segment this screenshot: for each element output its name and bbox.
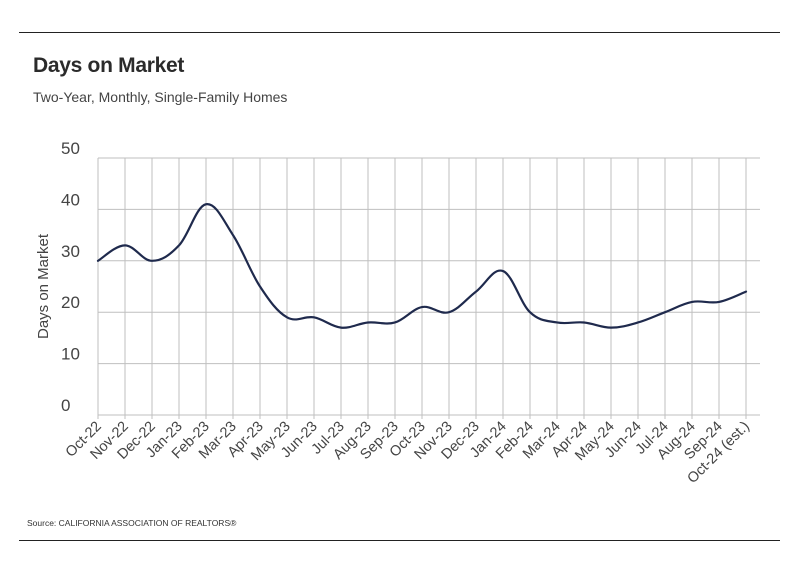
data-point (367, 321, 369, 323)
data-point (610, 326, 612, 328)
y-tick-label: 10 (61, 345, 80, 364)
y-tick-label: 20 (61, 293, 80, 312)
data-point (637, 321, 639, 323)
data-point (97, 260, 99, 262)
bottom-rule (19, 540, 780, 541)
data-point (394, 321, 396, 323)
top-rule (19, 32, 780, 33)
data-point (286, 316, 288, 318)
data-point (475, 290, 477, 292)
data-point (205, 203, 207, 205)
data-point (691, 301, 693, 303)
data-point (556, 321, 558, 323)
source-note: Source: CALIFORNIA ASSOCIATION OF REALTO… (27, 518, 237, 528)
data-point (178, 244, 180, 246)
data-point (340, 326, 342, 328)
chart-subtitle: Two-Year, Monthly, Single-Family Homes (33, 89, 288, 105)
data-point (421, 306, 423, 308)
chart-title: Days on Market (33, 54, 185, 77)
y-axis-label: Days on Market (35, 233, 52, 339)
data-point (232, 234, 234, 236)
y-tick-label: 30 (61, 242, 80, 261)
data-point (259, 285, 261, 287)
data-point (583, 321, 585, 323)
data-point (313, 316, 315, 318)
data-point (151, 260, 153, 262)
data-point (448, 311, 450, 313)
data-point (502, 270, 504, 272)
y-tick-label: 0 (61, 396, 70, 415)
data-point (664, 311, 666, 313)
y-tick-label: 50 (61, 139, 80, 158)
data-point (718, 301, 720, 303)
data-point (745, 290, 747, 292)
y-tick-label: 40 (61, 190, 80, 209)
data-point (124, 244, 126, 246)
data-point (529, 311, 531, 313)
series-line (96, 203, 748, 329)
